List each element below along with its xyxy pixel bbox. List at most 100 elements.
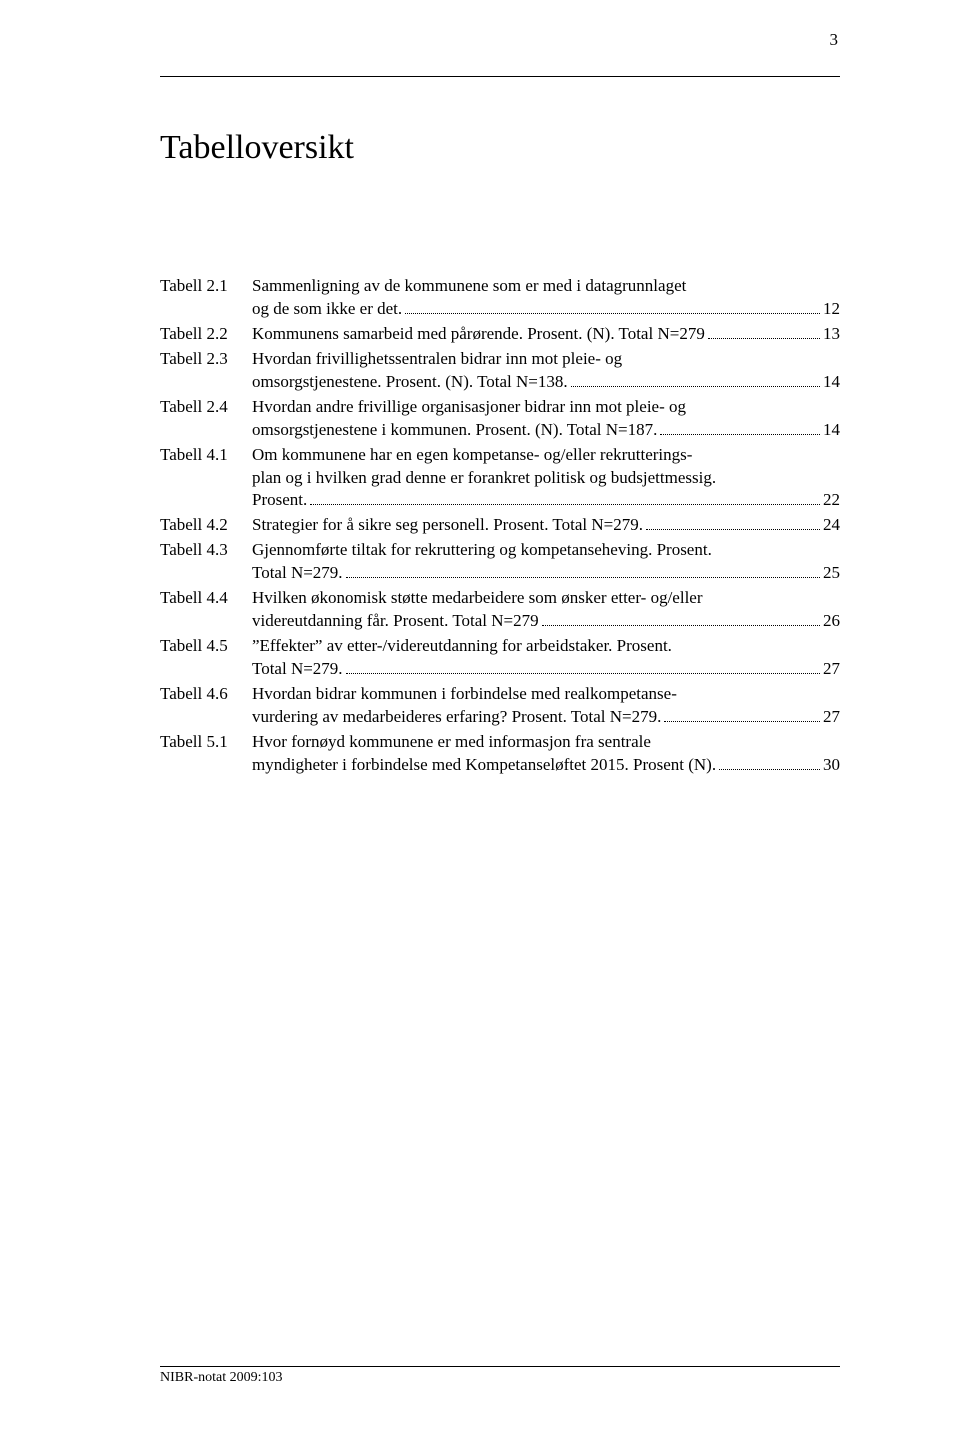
toc-line: Total N=279. 27	[252, 658, 840, 681]
footer-text: NIBR-notat 2009:103	[160, 1366, 840, 1386]
toc-text: Hvordan bidrar kommunen i forbindelse me…	[252, 683, 677, 706]
toc-leader	[664, 721, 820, 722]
toc-leader	[719, 769, 820, 770]
toc-body: Kommunens samarbeid med pårørende. Prose…	[252, 323, 840, 346]
toc-label: Tabell 4.5	[160, 635, 252, 658]
toc-text: Om kommunene har en egen kompetanse- og/…	[252, 444, 692, 467]
toc-label: Tabell 2.1	[160, 275, 252, 298]
toc-entry: Tabell 4.6Hvordan bidrar kommunen i forb…	[160, 683, 840, 729]
toc-label: Tabell 2.3	[160, 348, 252, 371]
toc-text: ”Effekter” av etter-/videreutdanning for…	[252, 635, 672, 658]
toc-leader	[346, 673, 820, 674]
toc-leader	[646, 529, 820, 530]
toc-body: Hvordan andre frivillige organisasjoner …	[252, 396, 840, 442]
toc-text: Kommunens samarbeid med pårørende. Prose…	[252, 323, 705, 346]
toc-text: omsorgstjenestene i kommunen. Prosent. (…	[252, 419, 657, 442]
toc-text: Total N=279.	[252, 658, 343, 681]
toc-label: Tabell 2.4	[160, 396, 252, 419]
toc-page-number: 13	[823, 323, 840, 346]
toc-text: omsorgstjenestene. Prosent. (N). Total N…	[252, 371, 568, 394]
toc-body: ”Effekter” av etter-/videreutdanning for…	[252, 635, 840, 681]
toc-line: Hvordan andre frivillige organisasjoner …	[252, 396, 840, 419]
toc-page-number: 12	[823, 298, 840, 321]
toc-line: myndigheter i forbindelse med Kompetanse…	[252, 754, 840, 777]
toc-label: Tabell 4.2	[160, 514, 252, 537]
toc-text: plan og i hvilken grad denne er forankre…	[252, 467, 716, 490]
toc-entry: Tabell 4.1Om kommunene har en egen kompe…	[160, 444, 840, 513]
toc-text: Hvordan andre frivillige organisasjoner …	[252, 396, 686, 419]
toc-body: Hvordan bidrar kommunen i forbindelse me…	[252, 683, 840, 729]
toc-leader	[310, 504, 820, 505]
toc-body: Strategier for å sikre seg personell. Pr…	[252, 514, 840, 537]
toc-line: Om kommunene har en egen kompetanse- og/…	[252, 444, 840, 467]
toc-line: videreutdanning får. Prosent. Total N=27…	[252, 610, 840, 633]
toc-line: Sammenligning av de kommunene som er med…	[252, 275, 840, 298]
toc-page-number: 22	[823, 489, 840, 512]
toc-line: omsorgstjenestene. Prosent. (N). Total N…	[252, 371, 840, 394]
toc-line: Kommunens samarbeid med pårørende. Prose…	[252, 323, 840, 346]
toc-page-number: 25	[823, 562, 840, 585]
toc-page-number: 30	[823, 754, 840, 777]
toc-line: vurdering av medarbeideres erfaring? Pro…	[252, 706, 840, 729]
toc-text: Hvordan frivillighetssentralen bidrar in…	[252, 348, 622, 371]
toc-page-number: 14	[823, 419, 840, 442]
toc-leader	[571, 386, 820, 387]
toc-list: Tabell 2.1Sammenligning av de kommunene …	[160, 275, 840, 777]
toc-text: vurdering av medarbeideres erfaring? Pro…	[252, 706, 661, 729]
toc-label: Tabell 4.1	[160, 444, 252, 467]
toc-page-number: 26	[823, 610, 840, 633]
toc-line: plan og i hvilken grad denne er forankre…	[252, 467, 840, 490]
toc-label: Tabell 4.4	[160, 587, 252, 610]
toc-text: Gjennomførte tiltak for rekruttering og …	[252, 539, 712, 562]
toc-entry: Tabell 5.1Hvor fornøyd kommunene er med …	[160, 731, 840, 777]
toc-text: Hvilken økonomisk støtte medarbeidere so…	[252, 587, 703, 610]
toc-page-number: 24	[823, 514, 840, 537]
toc-entry: Tabell 4.2Strategier for å sikre seg per…	[160, 514, 840, 537]
page-title: Tabelloversikt	[160, 129, 840, 167]
toc-label: Tabell 5.1	[160, 731, 252, 754]
toc-leader	[542, 625, 820, 626]
toc-leader	[660, 434, 820, 435]
toc-text: Total N=279.	[252, 562, 343, 585]
toc-line: Prosent. 22	[252, 489, 840, 512]
toc-body: Om kommunene har en egen kompetanse- og/…	[252, 444, 840, 513]
toc-entry: Tabell 2.3Hvordan frivillighetssentralen…	[160, 348, 840, 394]
toc-entry: Tabell 2.2Kommunens samarbeid med pårøre…	[160, 323, 840, 346]
toc-text: Sammenligning av de kommunene som er med…	[252, 275, 686, 298]
top-rule	[160, 76, 840, 77]
toc-entry: Tabell 4.3Gjennomførte tiltak for rekrut…	[160, 539, 840, 585]
toc-text: Strategier for å sikre seg personell. Pr…	[252, 514, 643, 537]
toc-label: Tabell 4.3	[160, 539, 252, 562]
toc-page-number: 27	[823, 706, 840, 729]
toc-line: Gjennomførte tiltak for rekruttering og …	[252, 539, 840, 562]
toc-label: Tabell 2.2	[160, 323, 252, 346]
toc-page-number: 27	[823, 658, 840, 681]
toc-page-number: 14	[823, 371, 840, 394]
toc-text: og de som ikke er det.	[252, 298, 402, 321]
toc-leader	[708, 338, 820, 339]
toc-line: omsorgstjenestene i kommunen. Prosent. (…	[252, 419, 840, 442]
toc-entry: Tabell 4.4Hvilken økonomisk støtte medar…	[160, 587, 840, 633]
toc-text: videreutdanning får. Prosent. Total N=27…	[252, 610, 539, 633]
toc-entry: Tabell 2.1Sammenligning av de kommunene …	[160, 275, 840, 321]
toc-line: og de som ikke er det. 12	[252, 298, 840, 321]
toc-body: Gjennomførte tiltak for rekruttering og …	[252, 539, 840, 585]
toc-line: Hvilken økonomisk støtte medarbeidere so…	[252, 587, 840, 610]
toc-line: Hvordan bidrar kommunen i forbindelse me…	[252, 683, 840, 706]
toc-line: Total N=279. 25	[252, 562, 840, 585]
toc-text: Prosent.	[252, 489, 307, 512]
toc-label: Tabell 4.6	[160, 683, 252, 706]
toc-line: Hvor fornøyd kommunene er med informasjo…	[252, 731, 840, 754]
toc-body: Sammenligning av de kommunene som er med…	[252, 275, 840, 321]
toc-leader	[346, 577, 820, 578]
toc-body: Hvilken økonomisk støtte medarbeidere so…	[252, 587, 840, 633]
toc-line: Strategier for å sikre seg personell. Pr…	[252, 514, 840, 537]
toc-body: Hvor fornøyd kommunene er med informasjo…	[252, 731, 840, 777]
toc-entry: Tabell 4.5”Effekter” av etter-/videreutd…	[160, 635, 840, 681]
page-number: 3	[830, 30, 839, 50]
toc-text: Hvor fornøyd kommunene er med informasjo…	[252, 731, 651, 754]
toc-line: Hvordan frivillighetssentralen bidrar in…	[252, 348, 840, 371]
toc-leader	[405, 313, 820, 314]
toc-line: ”Effekter” av etter-/videreutdanning for…	[252, 635, 840, 658]
toc-entry: Tabell 2.4Hvordan andre frivillige organ…	[160, 396, 840, 442]
